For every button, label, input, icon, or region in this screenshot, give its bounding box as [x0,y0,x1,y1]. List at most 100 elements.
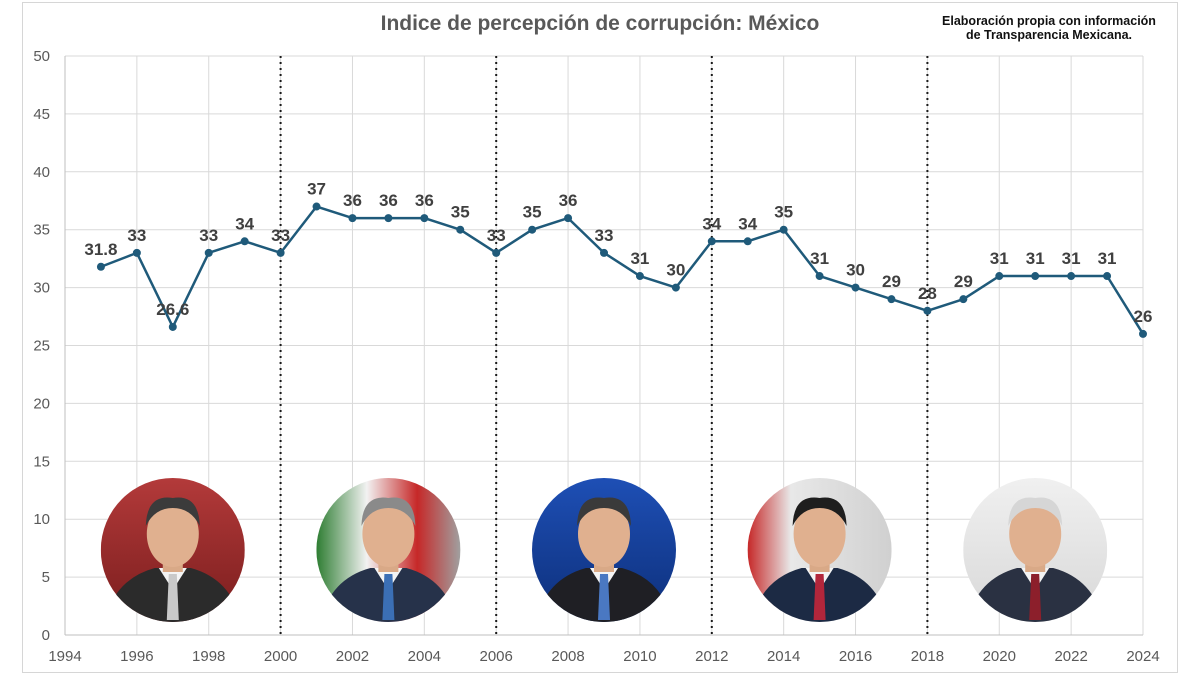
data-point [779,225,788,234]
data-point [671,283,680,292]
y-tick-label: 0 [42,627,50,644]
portrait-image [532,478,676,622]
data-point [240,237,249,246]
y-tick-label: 30 [33,280,50,297]
y-tick-label: 45 [33,106,50,123]
data-label: 35 [451,203,470,222]
portrait-hair [1008,497,1063,526]
portrait-tie [598,574,610,620]
portrait-tie [1029,574,1042,620]
portrait-face [362,501,415,567]
data-label: 34 [738,214,757,233]
y-tick-label: 5 [42,569,50,586]
portrait-image [747,478,892,622]
portrait-hair [577,497,631,526]
portrait-tie [382,574,395,620]
data-point [1103,272,1112,281]
felipe-calderon-portrait [532,478,676,622]
y-tick-label: 35 [33,222,50,239]
data-point [96,262,105,271]
data-label: 34 [702,214,721,233]
data-point [312,202,321,211]
data-point [564,214,573,223]
data-label: 28 [918,284,937,303]
source-note-line2: de Transparencia Mexicana. [965,28,1133,42]
data-label: 31 [1026,249,1045,268]
series-line [100,205,1145,335]
data-labels: 31.8 33 26.6 33 34 33 37 36 36 36 35 33 35 36 33 31 30 34… [84,180,1152,326]
andres-manuel-lopez-obrador-portrait [963,478,1108,622]
data-point [815,272,824,281]
data-point [132,248,141,257]
x-tick-label: 2006 [480,648,513,665]
data-label: 30 [846,261,865,280]
x-tick-label: 2022 [1054,648,1087,665]
vicente-fox-portrait [316,478,461,622]
y-tick-label: 20 [33,395,50,412]
source-note-line1: Elaboración propia con información [942,14,1156,28]
portrait-image [100,478,245,622]
data-label: 31 [810,249,829,268]
data-label: 34 [235,214,254,233]
data-label: 33 [199,226,218,245]
data-point [635,272,644,281]
x-tick-label: 1996 [120,648,153,665]
data-point [384,214,393,223]
x-tick-label: 2002 [336,648,369,665]
data-point [851,283,860,292]
portrait-face [578,501,630,567]
data-label: 33 [271,226,290,245]
data-label: 31 [990,249,1009,268]
x-tick-label: 2018 [911,648,944,665]
x-tick-label: 2010 [623,648,656,665]
data-label: 36 [343,191,362,210]
data-label: 31.8 [84,240,117,259]
data-label: 33 [127,226,146,245]
data-label: 26 [1134,307,1153,326]
data-label: 31 [1062,249,1081,268]
source-note: Elaboración propia con información de Tr… [930,14,1168,42]
data-point [1031,272,1040,281]
data-point [492,248,501,257]
portrait-face [146,501,199,567]
data-point [420,214,429,223]
data-point [887,295,896,304]
data-label: 35 [523,203,542,222]
x-tick-label: 2020 [983,648,1016,665]
portrait-hair [361,497,416,526]
data-point [959,295,968,304]
data-point [456,225,465,234]
axes: 0 5 10 15 20 25 30 35 40 45 50 1994 1996 1998 2000 2002… [33,48,1159,665]
portrait-face [793,501,846,567]
x-tick-label: 2000 [264,648,297,665]
data-point [1067,272,1076,281]
portraits [100,478,1108,622]
data-point [600,248,608,257]
y-tick-label: 25 [33,338,50,355]
y-tick-label: 50 [33,48,50,65]
portrait-tie [166,574,179,620]
data-point [348,214,357,223]
x-tick-label: 1994 [48,648,81,665]
x-tick-label: 2008 [551,648,584,665]
data-label: 36 [559,191,578,210]
x-tick-label: 2016 [839,648,872,665]
portrait-face [1009,501,1062,567]
x-tick-label: 2014 [767,648,800,665]
portrait-hair [145,497,200,526]
data-point [528,225,537,234]
data-label: 35 [774,203,793,222]
portrait-image [963,478,1108,622]
y-tick-label: 40 [33,164,50,181]
data-label: 33 [595,226,614,245]
portrait-tie [813,574,826,620]
data-label: 33 [487,226,506,245]
data-point [707,237,716,246]
series-mexico [96,202,1147,338]
ernesto-zedillo-portrait [100,478,245,622]
data-label: 36 [415,191,434,210]
data-point [1139,329,1147,338]
data-point [995,272,1004,281]
data-label: 30 [666,261,685,280]
data-point [923,306,932,315]
